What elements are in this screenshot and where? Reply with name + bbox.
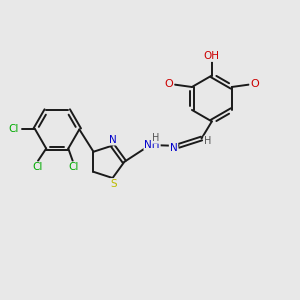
Text: N: N [109, 135, 116, 145]
Text: N: N [170, 143, 177, 153]
Text: Cl: Cl [68, 162, 79, 172]
Text: H: H [152, 133, 160, 143]
Text: H: H [204, 136, 212, 146]
Text: Cl: Cl [32, 162, 43, 172]
Text: Cl: Cl [8, 124, 19, 134]
Text: O: O [165, 79, 173, 89]
Text: O: O [250, 79, 259, 89]
Text: NH: NH [144, 140, 160, 150]
Text: OH: OH [204, 51, 220, 61]
Text: S: S [111, 179, 117, 189]
